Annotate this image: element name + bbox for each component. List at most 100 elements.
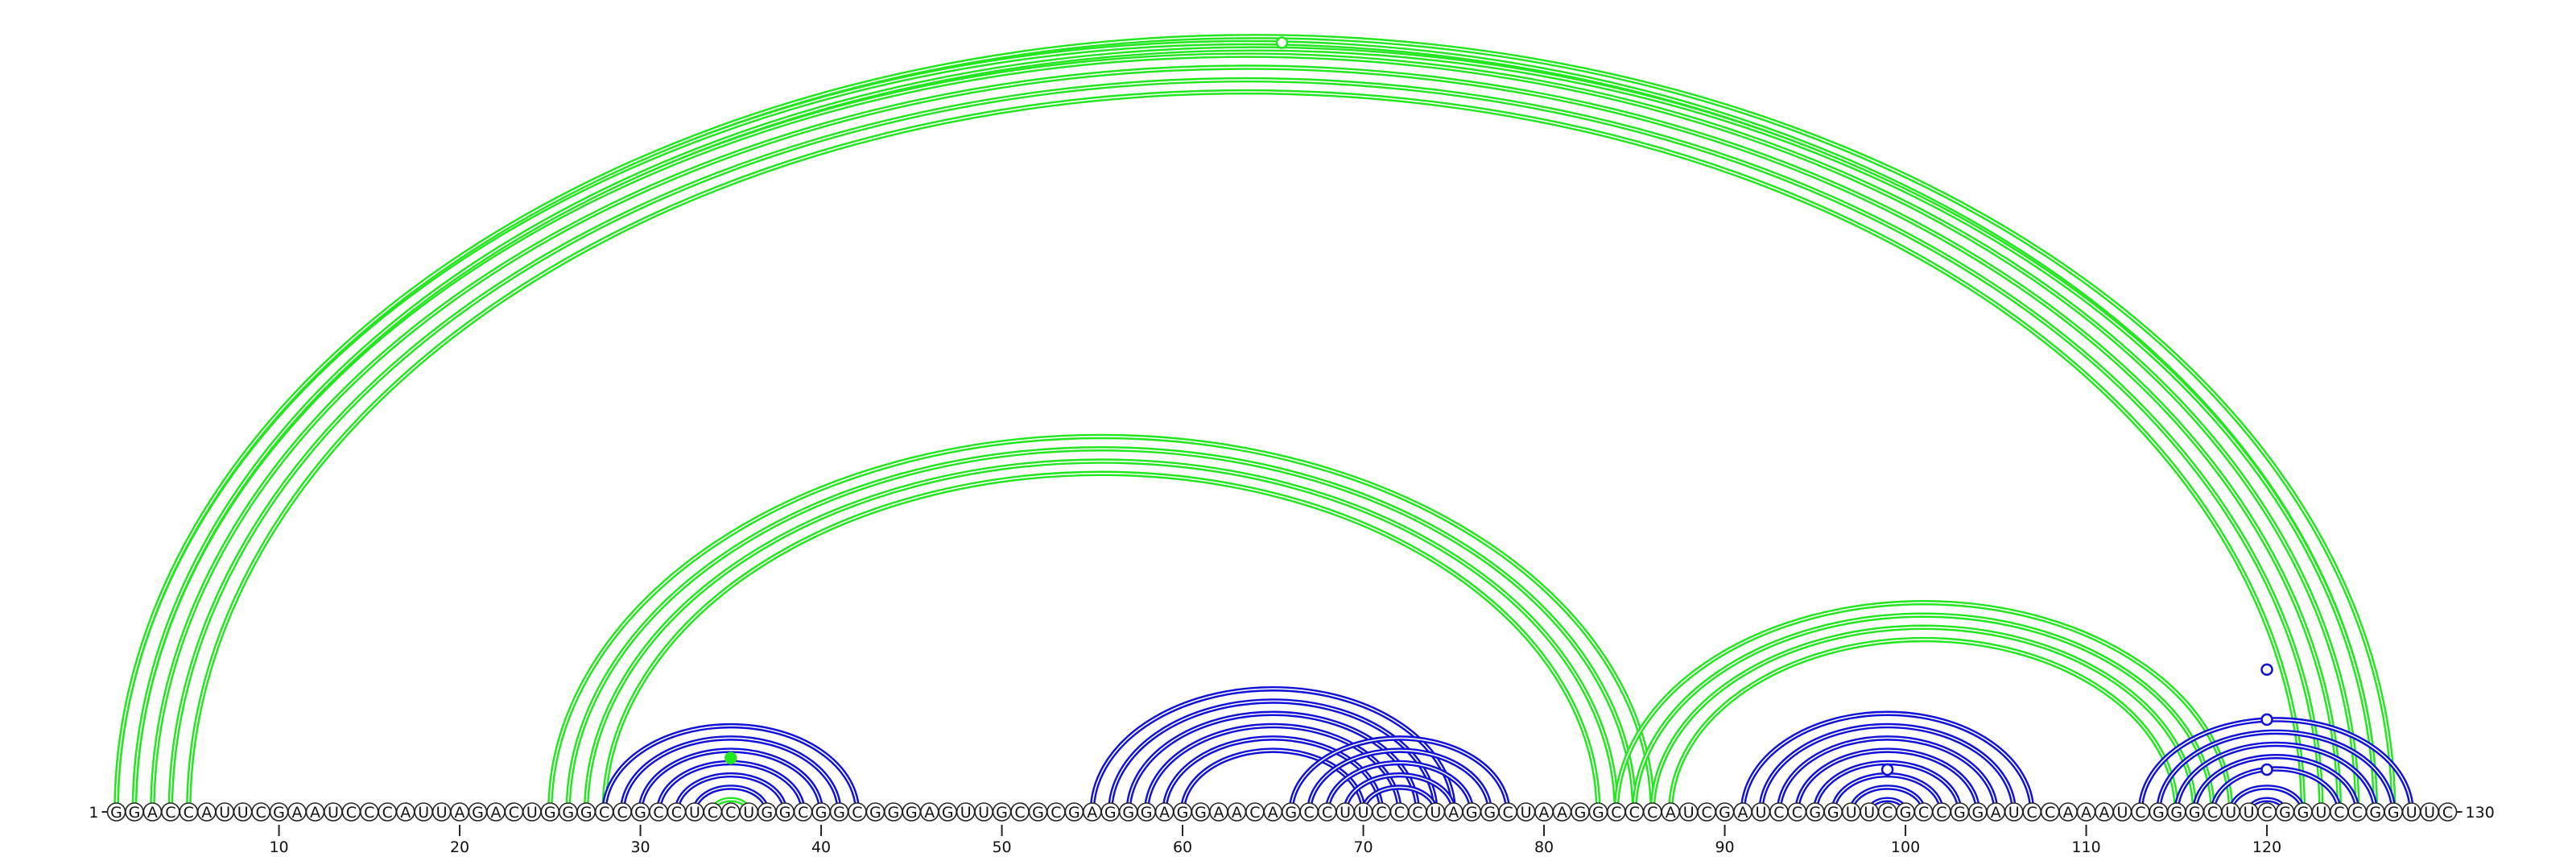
- nucleotide-117: C: [2207, 804, 2218, 822]
- base-pair-arc-gap-87-115: [1670, 639, 2178, 813]
- nucleotide-14: C: [346, 804, 357, 822]
- nucleotide-109: A: [2063, 804, 2074, 822]
- sequence-start-label: 1: [89, 804, 98, 822]
- nucleotide-20: A: [455, 804, 465, 822]
- nucleotide-66: G: [1285, 804, 1297, 822]
- arc-marker-4: [2260, 663, 2273, 677]
- nucleotide-35: C: [725, 804, 736, 822]
- nucleotide-70: U: [1358, 804, 1369, 822]
- nucleotide-47: G: [942, 804, 954, 822]
- nucleotide-23: C: [509, 804, 519, 822]
- nucleotide-3: A: [147, 804, 158, 822]
- nucleotide-21: G: [472, 804, 484, 822]
- tick-label-80: 80: [1534, 838, 1554, 856]
- nucleotide-25: G: [544, 804, 556, 822]
- nucleotide-58: G: [1141, 804, 1153, 822]
- base-pair-arc-gap-95-103: [1814, 762, 1961, 813]
- base-pair-arc-gap-93-105: [1778, 737, 1997, 813]
- nucleotide-22: A: [490, 804, 501, 822]
- nucleotide-29: C: [617, 804, 627, 822]
- nucleotide-63: A: [1232, 804, 1242, 822]
- tick-label-30: 30: [630, 838, 650, 856]
- base-pair-arc-gap-1-126: [117, 43, 2376, 812]
- base-pair-arc-gap-67-77: [1308, 749, 1491, 813]
- arc-marker-2: [724, 751, 737, 764]
- nucleotide-98: U: [1864, 804, 1875, 822]
- tick-label-110: 110: [2071, 838, 2100, 856]
- nucleotide-120: C: [2261, 804, 2272, 822]
- nucleotide-2: G: [129, 804, 141, 822]
- nucleotide-128: U: [2406, 804, 2417, 822]
- nucleotide-50: G: [996, 804, 1008, 822]
- nucleotide-88: U: [1683, 804, 1695, 822]
- nucleotide-33: U: [689, 804, 700, 822]
- nucleotide-41: G: [833, 804, 845, 822]
- nucleotide-114: G: [2153, 804, 2165, 822]
- nucleotide-53: C: [1051, 804, 1061, 822]
- nucleotide-73: C: [1412, 804, 1422, 822]
- tick-label-50: 50: [992, 838, 1011, 856]
- base-pair-arc-gap-59-71: [1163, 737, 1382, 813]
- base-pair-arc-gap-27-84: [585, 460, 1617, 813]
- base-pair-arc-gap-1-127: [115, 35, 2394, 813]
- nucleotide-82: G: [1575, 804, 1587, 822]
- nucleotide-96: G: [1827, 804, 1839, 822]
- tick-label-120: 120: [2252, 838, 2281, 856]
- arc-marker-3: [1880, 763, 1894, 776]
- nucleotide-69: U: [1340, 804, 1351, 822]
- nucleotide-118: U: [2225, 804, 2236, 822]
- nucleotide-18: U: [418, 804, 429, 822]
- base-pair-arc-gap-115-126: [2176, 743, 2376, 813]
- base-pair-arc-gap-60-70: [1182, 749, 1364, 813]
- nucleotide-45: G: [906, 804, 918, 822]
- nucleotide-55: A: [1087, 804, 1097, 822]
- nucleotide-65: A: [1268, 804, 1278, 822]
- nucleotide-51: C: [1014, 804, 1025, 822]
- nucleotide-39: C: [798, 804, 808, 822]
- nucleotide-64: C: [1249, 804, 1260, 822]
- nucleotide-26: G: [562, 804, 574, 822]
- nucleotide-68: C: [1322, 804, 1332, 822]
- base-pair-arc-1-126: [117, 43, 2376, 812]
- nucleotide-100: G: [1900, 804, 1912, 822]
- nucleotide-123: U: [2315, 804, 2326, 822]
- nucleotide-92: U: [1755, 804, 1766, 822]
- nucleotide-130-circle: [2438, 802, 2458, 822]
- nucleotide-42: C: [852, 804, 862, 822]
- nucleotide-52: G: [1032, 804, 1044, 822]
- base-pair-arc-gap-28-83: [603, 473, 1600, 813]
- nucleotide-57: G: [1122, 804, 1134, 822]
- nucleotide-113: C: [2135, 804, 2145, 822]
- base-pair-arc-gap-25-86: [549, 436, 1653, 813]
- nucleotide-76: G: [1466, 804, 1478, 822]
- nucleotide-101: C: [1918, 804, 1929, 822]
- nucleotide-9: C: [255, 804, 266, 822]
- nucleotide-46: A: [924, 804, 935, 822]
- nucleotide-111: A: [2099, 804, 2110, 822]
- nucleotide-54: G: [1068, 804, 1080, 822]
- base-pair-arc-gap-32-38: [675, 774, 786, 813]
- base-pair-arc-25-86: [547, 433, 1655, 813]
- nucleotide-6: A: [201, 804, 212, 822]
- nucleotide-8: U: [237, 804, 249, 822]
- position-axis: 10 20 30 40 50 60 70 80 90 100 110 120: [269, 825, 2281, 856]
- nucleotide-79: U: [1521, 804, 1532, 822]
- nucleotide-16: C: [382, 804, 393, 822]
- nucleotide-102: C: [1936, 804, 1946, 822]
- base-pair-arc-gap-118-122: [2230, 786, 2304, 813]
- nucleotide-121: G: [2279, 804, 2291, 822]
- nucleotide-36: U: [743, 804, 754, 822]
- nucleotide-87: A: [1666, 804, 1676, 822]
- nucleotide-30: G: [634, 804, 646, 822]
- nucleotide-5: C: [184, 804, 194, 822]
- base-pair-arc-gap-69-75: [1344, 774, 1455, 813]
- tick-label-70: 70: [1353, 838, 1373, 856]
- nucleotide-75: A: [1448, 804, 1459, 822]
- arc-marker-5: [2260, 713, 2273, 727]
- base-pair-arc-gap-2-125: [134, 56, 2357, 812]
- nucleotide-95: G: [1809, 804, 1821, 822]
- nucleotide-19: U: [436, 804, 448, 822]
- tick-label-40: 40: [811, 838, 831, 856]
- base-pair-arc-gap-97-101: [1850, 786, 1925, 813]
